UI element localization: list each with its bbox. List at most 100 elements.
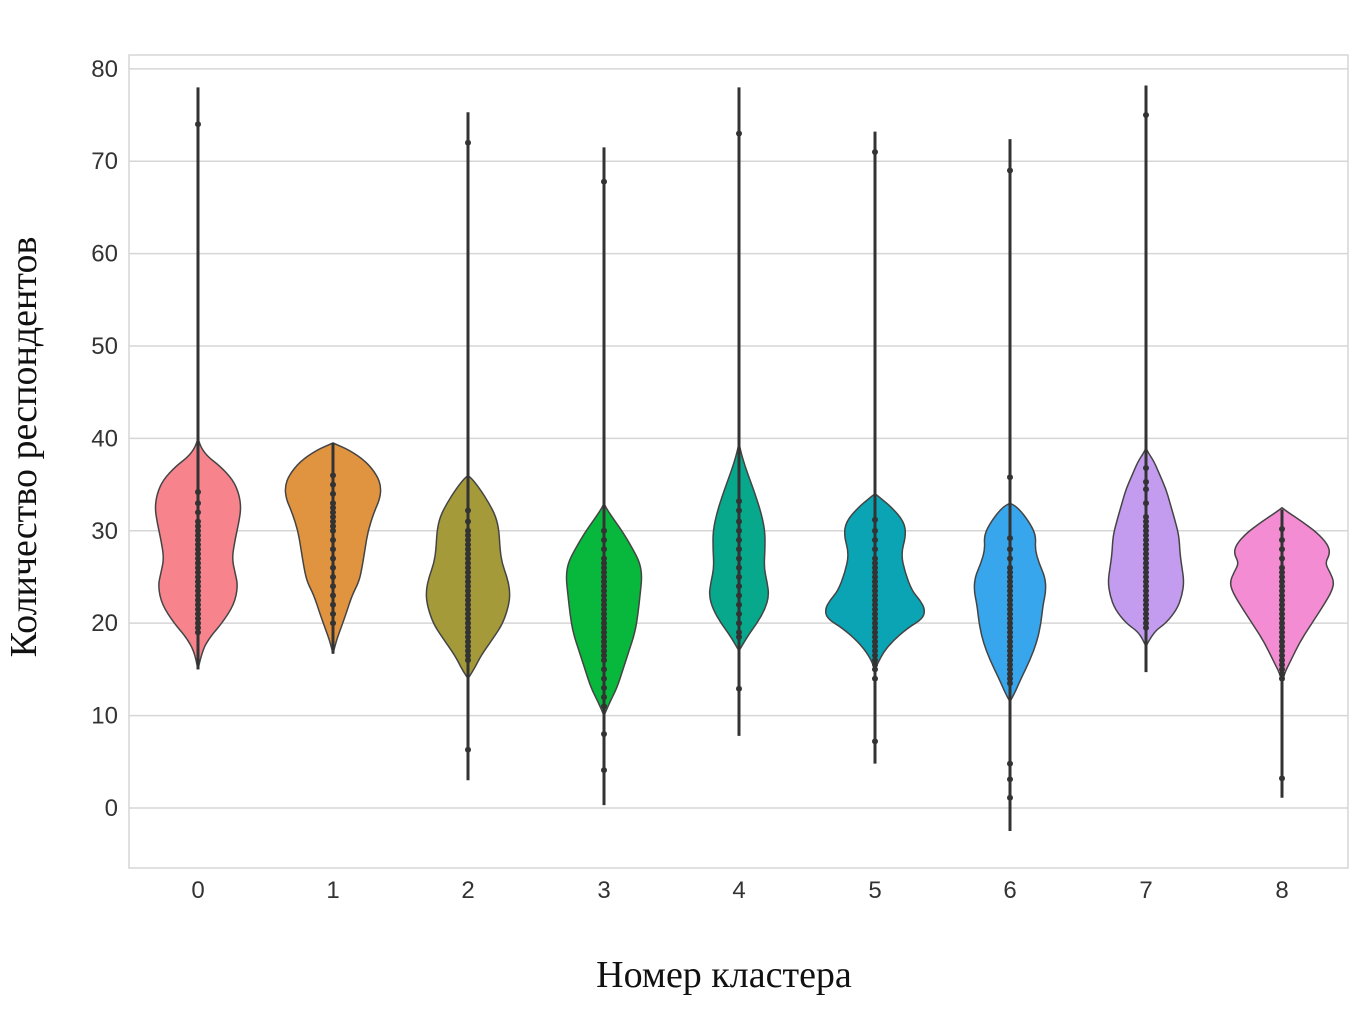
data-point — [195, 606, 201, 613]
data-point — [736, 583, 742, 590]
data-point — [601, 634, 607, 641]
data-point — [1279, 601, 1285, 608]
data-point — [1007, 760, 1013, 767]
data-point — [1007, 167, 1013, 174]
x-tick-label: 7 — [1139, 877, 1152, 904]
data-point — [330, 537, 336, 544]
data-point — [195, 523, 201, 530]
data-point — [872, 573, 878, 580]
data-point — [195, 509, 201, 516]
violin-cluster-1 — [284, 442, 382, 654]
x-tick-label: 1 — [326, 877, 339, 904]
data-point — [195, 610, 201, 617]
data-point — [195, 500, 201, 507]
data-point — [736, 601, 742, 608]
data-point — [330, 504, 336, 511]
data-point — [601, 597, 607, 604]
data-point — [601, 694, 607, 701]
data-point — [736, 507, 742, 514]
data-point — [1007, 670, 1013, 677]
data-point — [195, 527, 201, 534]
data-point — [872, 527, 878, 534]
data-point — [330, 583, 336, 590]
data-point — [736, 592, 742, 599]
data-point — [1279, 657, 1285, 664]
data-point — [736, 685, 742, 692]
data-point — [195, 546, 201, 553]
data-point — [601, 647, 607, 654]
data-point — [1143, 478, 1149, 485]
data-point — [1279, 537, 1285, 544]
data-point — [330, 610, 336, 617]
data-point — [330, 620, 336, 627]
data-point — [1143, 624, 1149, 631]
data-point — [465, 139, 471, 146]
data-point — [465, 643, 471, 650]
data-point — [1007, 578, 1013, 585]
data-point — [601, 537, 607, 544]
data-point — [1279, 546, 1285, 553]
data-point — [195, 537, 201, 544]
y-tick-label: 0 — [105, 795, 118, 822]
data-point — [872, 624, 878, 631]
data-point — [872, 587, 878, 594]
data-point — [736, 518, 742, 525]
data-point — [1007, 601, 1013, 608]
data-point — [872, 583, 878, 590]
data-point — [601, 684, 607, 691]
data-point — [195, 488, 201, 495]
data-point — [1279, 610, 1285, 617]
data-point — [1279, 675, 1285, 682]
data-point — [872, 610, 878, 617]
data-point — [1007, 643, 1013, 650]
data-point — [195, 532, 201, 539]
data-point — [465, 578, 471, 585]
data-point — [1279, 606, 1285, 613]
data-point — [601, 675, 607, 682]
data-point — [195, 550, 201, 557]
data-point — [1007, 573, 1013, 580]
data-point — [736, 130, 742, 137]
y-axis-label: Количество респондентов — [3, 237, 45, 658]
data-point — [1007, 794, 1013, 801]
data-point — [601, 643, 607, 650]
data-point — [1007, 629, 1013, 636]
data-point — [195, 601, 201, 608]
data-point — [465, 518, 471, 525]
data-point — [1279, 564, 1285, 571]
data-point — [872, 666, 878, 673]
data-point — [465, 583, 471, 590]
data-point — [1143, 569, 1149, 576]
data-point — [736, 629, 742, 636]
data-point — [1279, 652, 1285, 659]
data-point — [465, 652, 471, 659]
data-point — [1279, 670, 1285, 677]
data-point — [872, 569, 878, 576]
data-point — [195, 620, 201, 627]
data-point — [1143, 537, 1149, 544]
data-point — [1279, 629, 1285, 636]
data-point — [872, 601, 878, 608]
data-point — [736, 555, 742, 562]
data-point — [465, 647, 471, 654]
data-point — [872, 675, 878, 682]
data-point — [465, 560, 471, 567]
data-point — [601, 731, 607, 738]
data-point — [601, 578, 607, 585]
data-point — [1143, 564, 1149, 571]
data-point — [195, 597, 201, 604]
data-point — [1279, 666, 1285, 673]
data-point — [465, 606, 471, 613]
data-point — [195, 518, 201, 525]
data-point — [872, 592, 878, 599]
data-point — [330, 509, 336, 516]
data-point — [1007, 624, 1013, 631]
data-point — [601, 666, 607, 673]
data-point — [330, 564, 336, 571]
data-point — [736, 634, 742, 641]
plot-frame — [128, 54, 1349, 869]
data-point — [465, 537, 471, 544]
data-point — [601, 615, 607, 622]
data-point — [1279, 775, 1285, 782]
